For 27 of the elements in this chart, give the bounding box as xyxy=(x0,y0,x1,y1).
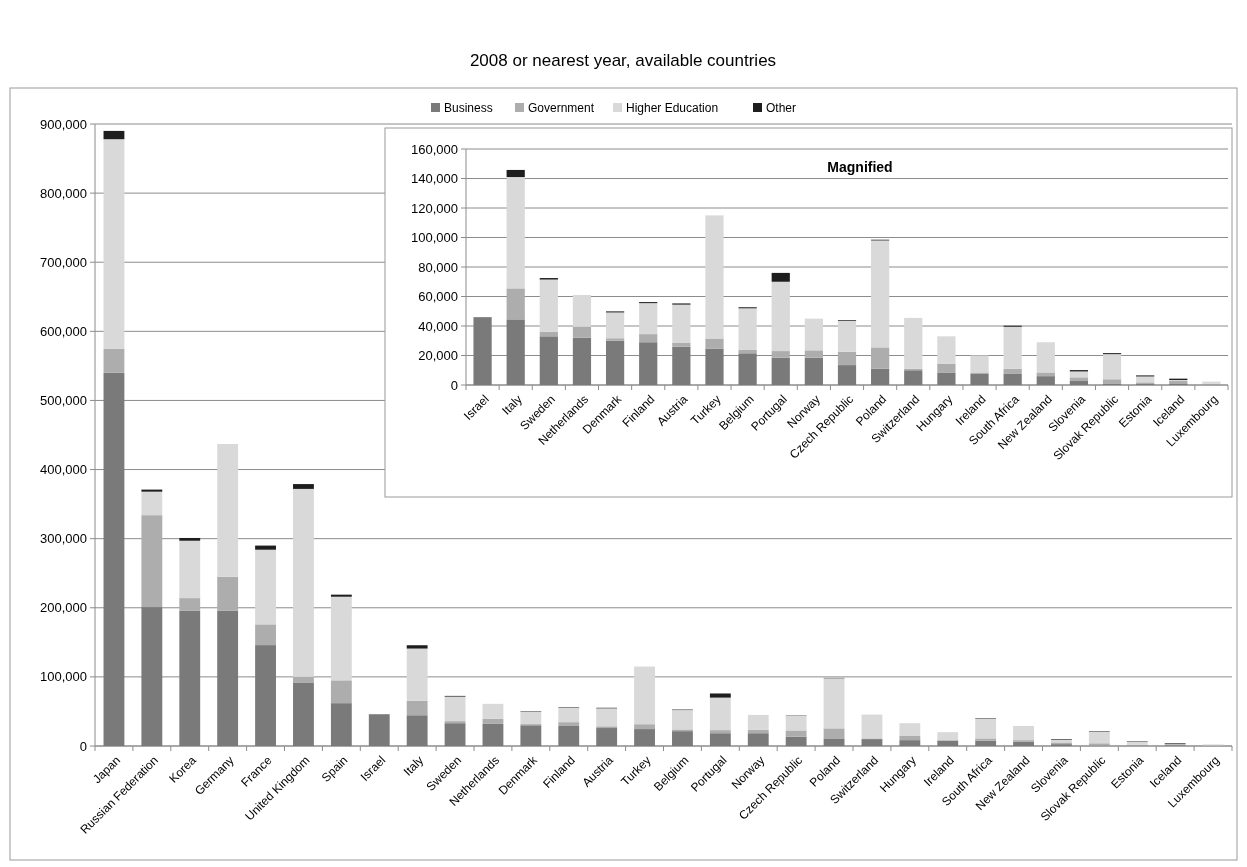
legend-label: Higher Education xyxy=(626,101,719,115)
y-tick-label: 120,000 xyxy=(411,200,458,216)
y-tick-label: 800,000 xyxy=(40,185,87,201)
y-tick-label: 500,000 xyxy=(40,392,87,408)
y-tick-label: 700,000 xyxy=(40,254,87,270)
x-tick-label: Italy xyxy=(499,392,525,418)
y-tick-label: 20,000 xyxy=(418,348,458,364)
legend-label: Business xyxy=(444,101,493,115)
y-tick-label: 100,000 xyxy=(40,669,87,685)
y-tick-label: 0 xyxy=(79,738,87,754)
y-tick-label: 300,000 xyxy=(40,531,87,547)
y-tick-label: 600,000 xyxy=(40,323,87,339)
y-tick-label: 160,000 xyxy=(411,141,458,157)
legend-label: Other xyxy=(766,101,797,115)
x-tick-label: Italy xyxy=(400,753,427,779)
y-tick-label: 0 xyxy=(450,377,458,393)
y-tick-label: 80,000 xyxy=(418,259,458,275)
y-tick-label: 400,000 xyxy=(40,462,87,478)
y-tick-label: 100,000 xyxy=(411,230,458,246)
legend-label: Government xyxy=(528,101,595,115)
y-tick-label: 200,000 xyxy=(40,600,87,616)
text: Magnified xyxy=(827,159,893,175)
chart-title: 2008 or nearest year, available countries xyxy=(469,51,777,70)
y-tick-label: 40,000 xyxy=(418,318,458,334)
y-tick-label: 60,000 xyxy=(418,289,458,305)
y-tick-label: 900,000 xyxy=(40,116,87,132)
y-tick-label: 140,000 xyxy=(411,171,458,187)
